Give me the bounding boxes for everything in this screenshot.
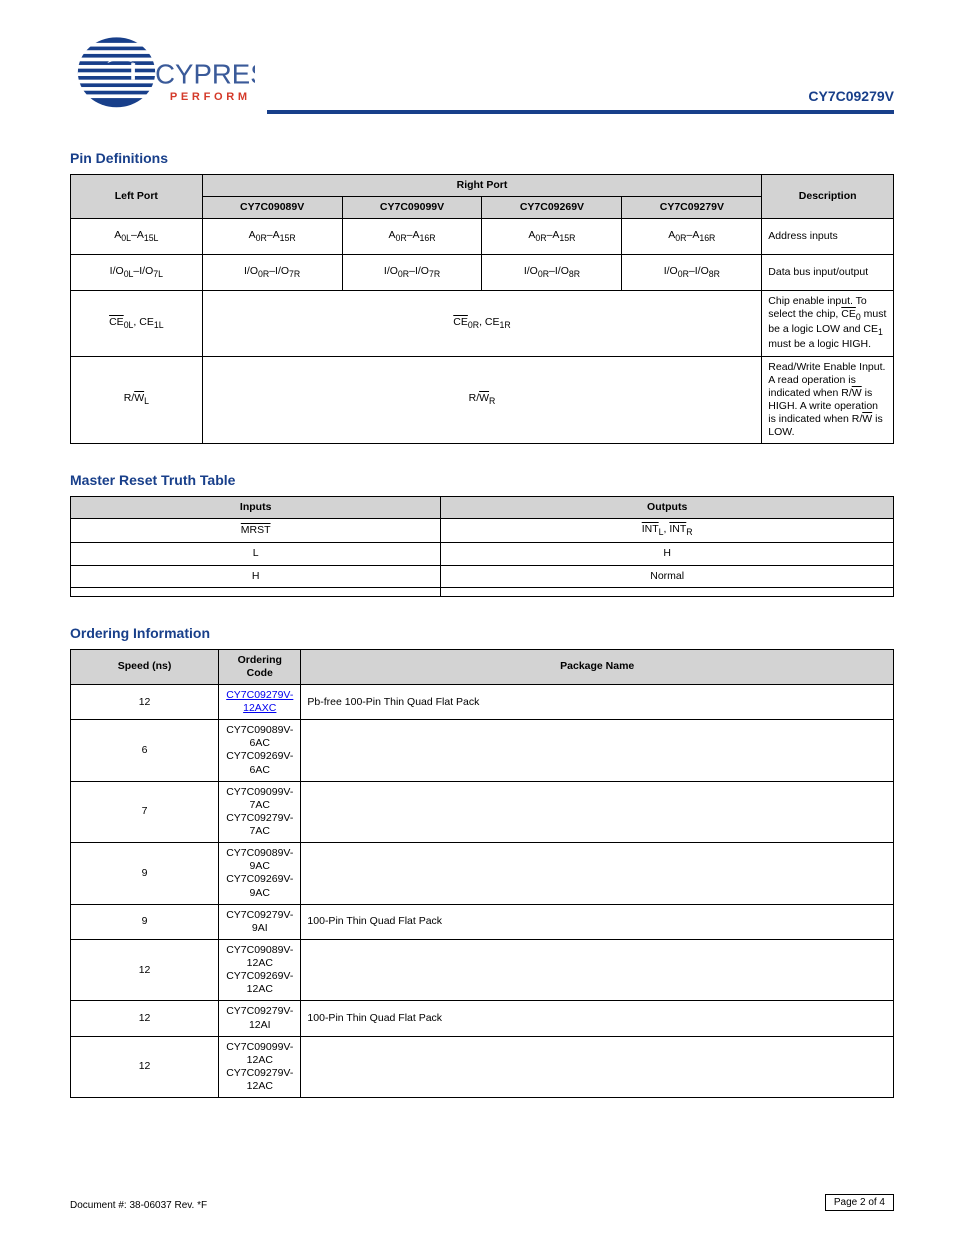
cell: 12 — [71, 684, 219, 719]
cell: 9 — [71, 904, 219, 939]
cell — [301, 939, 894, 1001]
cell: 100-Pin Thin Quad Flat Pack — [301, 904, 894, 939]
cell: 100-Pin Thin Quad Flat Pack — [301, 1001, 894, 1036]
cell: I/O0R–I/O8R — [622, 255, 762, 291]
cell: 7 — [71, 781, 219, 843]
ordering-heading: Ordering Information — [70, 625, 894, 641]
table-row: I/O0L–I/O7L I/O0R–I/O7R I/O0R–I/O7R I/O0… — [71, 255, 894, 291]
cell[interactable]: CY7C09279V-12AXC — [219, 684, 301, 719]
cell: CY7C09089V-12ACCY7C09269V-12AC — [219, 939, 301, 1001]
sub-header: CY7C09089V — [202, 197, 342, 219]
col-inputs: Inputs — [71, 497, 441, 519]
cell: I/O0R–I/O7R — [342, 255, 482, 291]
cell: 12 — [71, 939, 219, 1001]
page-number-box: Page 2 of 4 — [825, 1194, 894, 1211]
col-pkg: Package Name — [301, 649, 894, 684]
table-row: 12 CY7C09279V-12AI 100-Pin Thin Quad Fla… — [71, 1001, 894, 1036]
cell: CE0L, CE1L — [71, 291, 203, 356]
cell: CY7C09089V-6ACCY7C09269V-6AC — [219, 720, 301, 782]
cell: A0R–A16R — [622, 219, 762, 255]
pin-definitions-heading: Pin Definitions — [70, 150, 894, 166]
cell: I/O0R–I/O8R — [482, 255, 622, 291]
table-row: 6 CY7C09089V-6ACCY7C09269V-6AC — [71, 720, 894, 782]
cell: INTL, INTR — [441, 519, 894, 543]
cell: H — [71, 565, 441, 587]
cypress-logo: CYPRESS PERFORM — [70, 30, 255, 122]
table-row: 7 CY7C09099V-7ACCY7C09279V-7AC — [71, 781, 894, 843]
cell: I/O0R–I/O7R — [202, 255, 342, 291]
table-row: A0L–A15L A0R–A15R A0R–A16R A0R–A15R A0R–… — [71, 219, 894, 255]
col-outputs: Outputs — [441, 497, 894, 519]
cell: MRST — [71, 519, 441, 543]
table-row: 12 CY7C09099V-12ACCY7C09279V-12AC — [71, 1036, 894, 1098]
table-row: H Normal — [71, 565, 894, 587]
cell: CY7C09099V-12ACCY7C09279V-12AC — [219, 1036, 301, 1098]
cell: R/WR — [202, 356, 762, 444]
table-row: R/WL R/WR Read/Write Enable Input. A rea… — [71, 356, 894, 444]
cell: A0L–A15L — [71, 219, 203, 255]
cell: CY7C09089V-9ACCY7C09269V-9AC — [219, 843, 301, 905]
sub-header: CY7C09279V — [622, 197, 762, 219]
cell: 9 — [71, 843, 219, 905]
table-row: 9 CY7C09279V-9AI 100-Pin Thin Quad Flat … — [71, 904, 894, 939]
cell — [71, 587, 441, 596]
table-row: Speed (ns) Ordering Code Package Name — [71, 649, 894, 684]
cell — [301, 781, 894, 843]
ordering-table: Speed (ns) Ordering Code Package Name 12… — [70, 649, 894, 1099]
truth-table-heading: Master Reset Truth Table — [70, 472, 894, 488]
col-right-port: Right Port — [202, 175, 762, 197]
table-row: 12 CY7C09089V-12ACCY7C09269V-12AC — [71, 939, 894, 1001]
cell: A0R–A16R — [342, 219, 482, 255]
cell: Normal — [441, 565, 894, 587]
table-row: Inputs Outputs — [71, 497, 894, 519]
table-row — [71, 587, 894, 596]
table-row: MRST INTL, INTR — [71, 519, 894, 543]
cell: 12 — [71, 1036, 219, 1098]
cell: CY7C09279V-9AI — [219, 904, 301, 939]
cell: A0R–A15R — [482, 219, 622, 255]
cell: L — [71, 543, 441, 565]
cell — [301, 1036, 894, 1098]
footer-doc-id: Document #: 38-06037 Rev. *F — [70, 1200, 207, 1211]
table-row: CE0L, CE1L CE0R, CE1R Chip enable input.… — [71, 291, 894, 356]
header-rule — [267, 110, 894, 114]
cell: I/O0L–I/O7L — [71, 255, 203, 291]
cell: Read/Write Enable Input. A read operatio… — [762, 356, 894, 444]
part-number-heading: CY7C09279V — [267, 88, 894, 104]
truth-table: Inputs Outputs MRST INTL, INTR L H H Nor… — [70, 496, 894, 596]
table-row: 12 CY7C09279V-12AXC Pb-free 100-Pin Thin… — [71, 684, 894, 719]
table-row: L H — [71, 543, 894, 565]
col-code: Ordering Code — [219, 649, 301, 684]
page-header: CYPRESS PERFORM CY7C09279V — [70, 30, 894, 122]
cell: Pb-free 100-Pin Thin Quad Flat Pack — [301, 684, 894, 719]
cell: A0R–A15R — [202, 219, 342, 255]
cell: R/WL — [71, 356, 203, 444]
cell: CY7C09099V-7ACCY7C09279V-7AC — [219, 781, 301, 843]
page-footer: Document #: 38-06037 Rev. *F Page 2 of 4 — [70, 1191, 894, 1211]
cell — [301, 720, 894, 782]
cell: CY7C09279V-12AI — [219, 1001, 301, 1036]
sub-header: CY7C09099V — [342, 197, 482, 219]
cell: CE0R, CE1R — [202, 291, 762, 356]
sub-header: CY7C09269V — [482, 197, 622, 219]
col-speed: Speed (ns) — [71, 649, 219, 684]
table-row: Left Port Right Port Description — [71, 175, 894, 197]
cell: H — [441, 543, 894, 565]
pin-definitions-table: Left Port Right Port Description CY7C090… — [70, 174, 894, 444]
cell: Data bus input/output — [762, 255, 894, 291]
cell: Address inputs — [762, 219, 894, 255]
cell: Chip enable input. To select the chip, C… — [762, 291, 894, 356]
col-left-port: Left Port — [71, 175, 203, 219]
logo-text-main: CYPRESS — [155, 58, 255, 89]
cell — [441, 587, 894, 596]
logo-text-sub: PERFORM — [170, 91, 251, 103]
cell — [301, 843, 894, 905]
col-description: Description — [762, 175, 894, 219]
table-row: 9 CY7C09089V-9ACCY7C09269V-9AC — [71, 843, 894, 905]
cell: 6 — [71, 720, 219, 782]
cell: 12 — [71, 1001, 219, 1036]
